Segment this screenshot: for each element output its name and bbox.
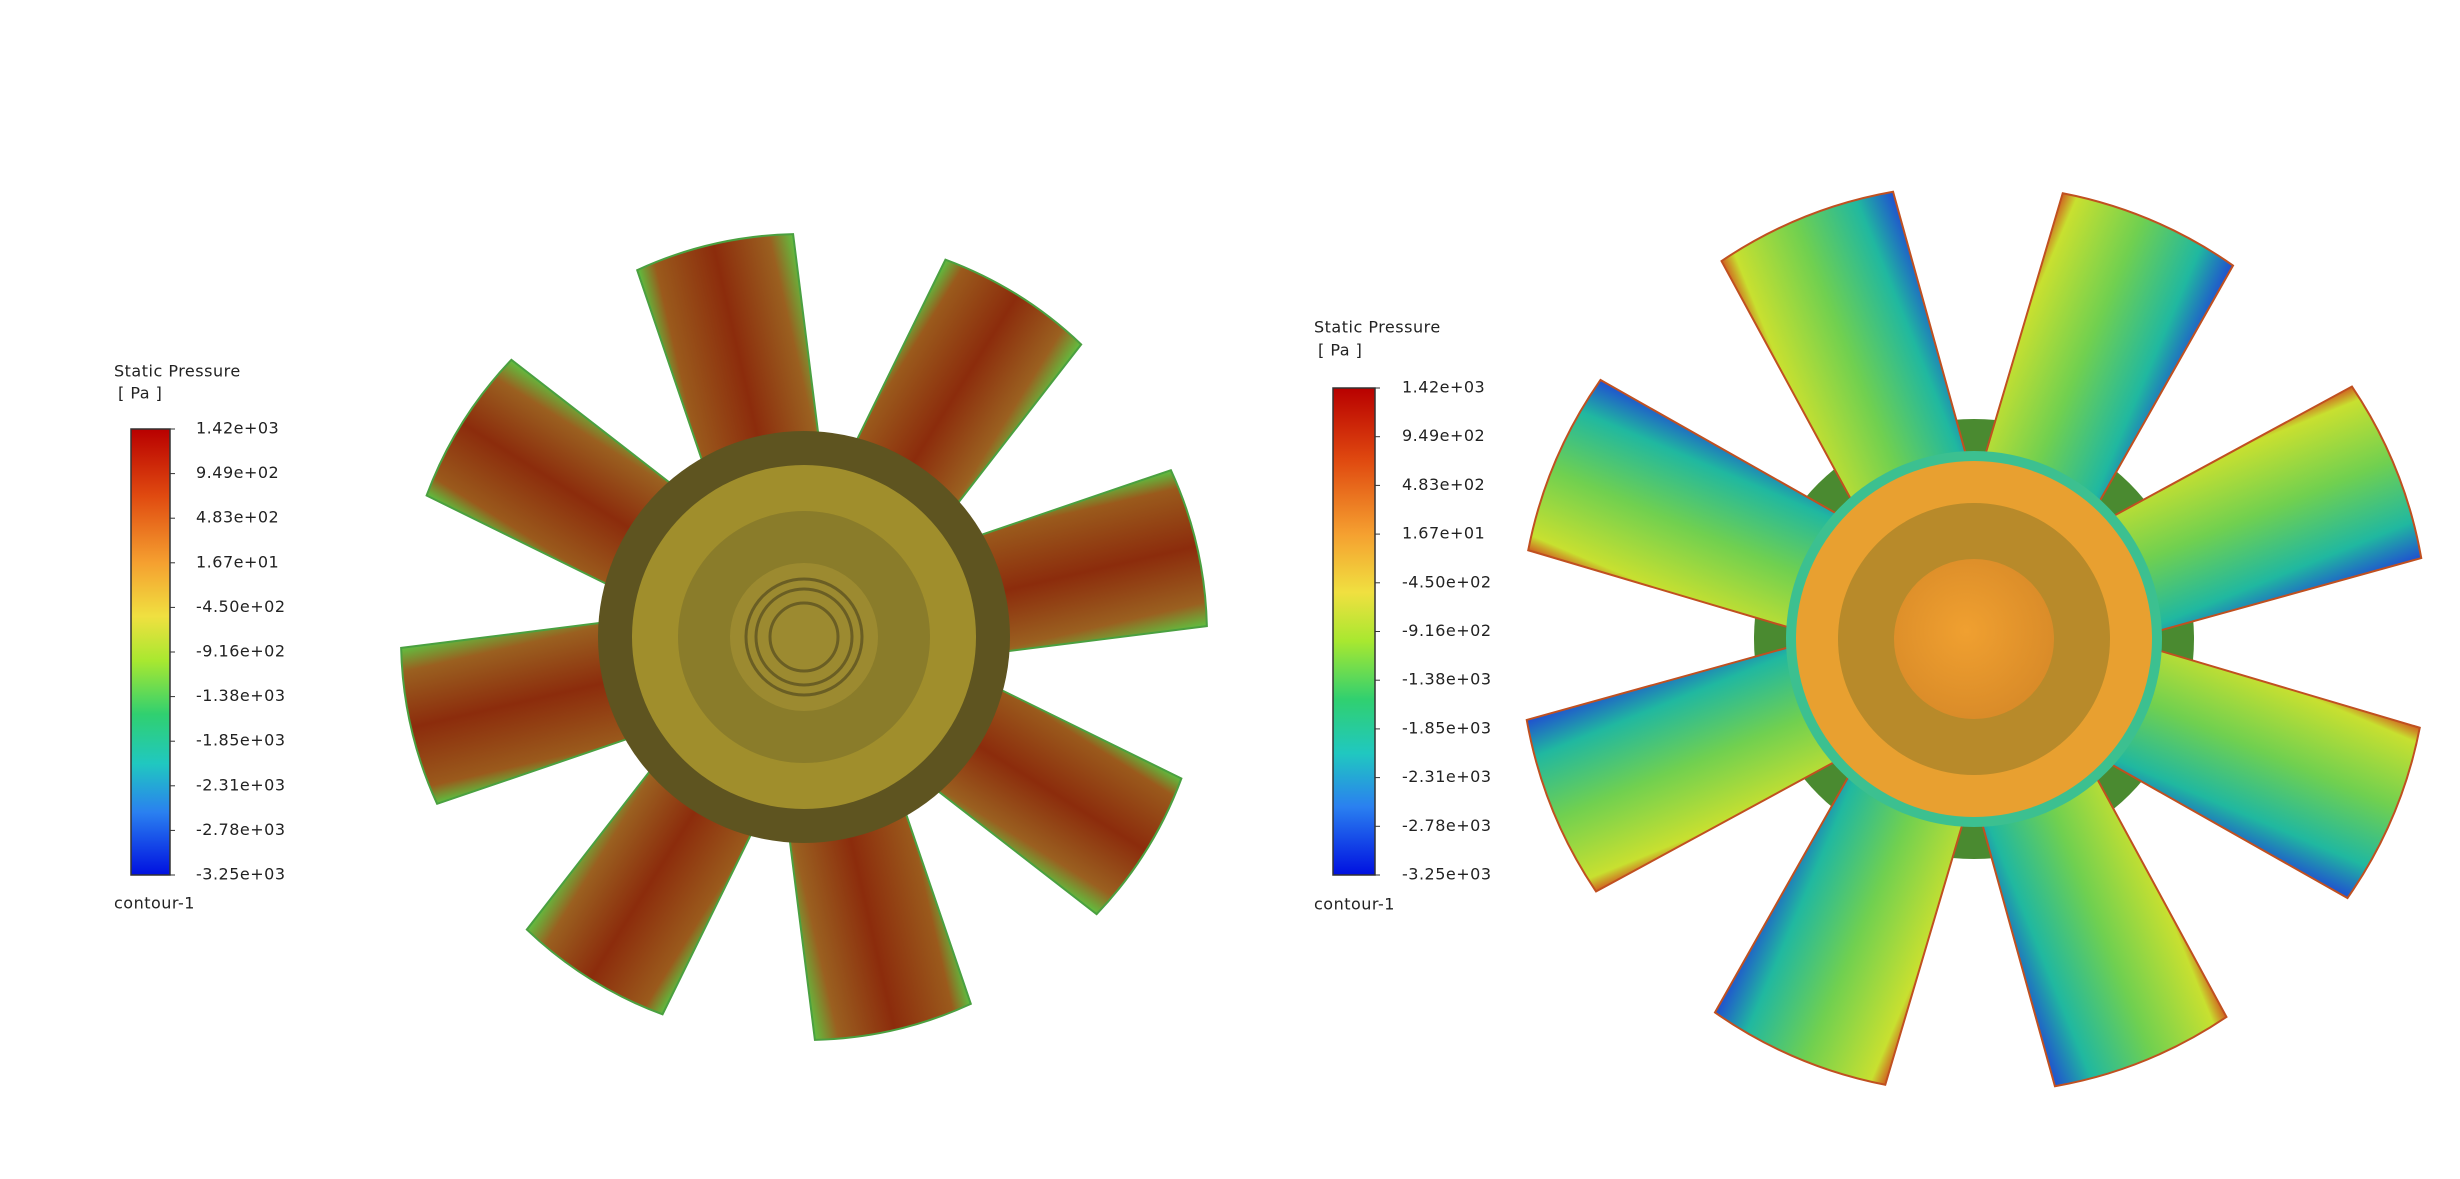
colorbar <box>1332 387 1376 876</box>
colorbar-label: 1.67e+01 <box>1402 524 1485 543</box>
legend-footer: contour-1 <box>114 894 195 913</box>
fan-hub-ring <box>754 587 854 687</box>
colorbar-label: 4.83e+02 <box>1402 475 1485 494</box>
colorbar-label: -3.25e+03 <box>1402 865 1492 884</box>
colorbar-label: 1.67e+01 <box>196 552 279 571</box>
fan-hub <box>730 563 878 711</box>
fan-blade <box>1527 378 1852 633</box>
colorbar-label: -2.31e+03 <box>196 775 286 794</box>
legend-title: Static Pressure <box>1314 318 1441 337</box>
colorbar <box>130 428 171 876</box>
colorbar-label: 4.83e+02 <box>196 508 279 527</box>
colorbar-label: 9.49e+02 <box>1402 426 1485 445</box>
colorbar-label: -3.25e+03 <box>196 865 286 884</box>
colorbar-label: -1.38e+03 <box>1402 670 1492 689</box>
colorbar-label: 1.42e+03 <box>1402 378 1485 397</box>
fan-blade <box>1977 763 2228 1088</box>
fan-blade <box>2098 385 2423 636</box>
colorbar-label: -1.38e+03 <box>196 686 286 705</box>
colorbar-label: -4.50e+02 <box>196 597 286 616</box>
colorbar-label: 9.49e+02 <box>196 463 279 482</box>
colorbar-label: -2.31e+03 <box>1402 767 1492 786</box>
colorbar-label: -9.16e+02 <box>1402 621 1492 640</box>
fan-blade <box>1525 642 1850 893</box>
fan-hub <box>1894 559 2054 719</box>
fan-hub-ring <box>768 601 840 673</box>
fan-hub-ring <box>744 577 864 697</box>
colorbar-label: -2.78e+03 <box>196 820 286 839</box>
legend-unit: [ Pa ] <box>118 384 162 403</box>
legend-footer: contour-1 <box>1314 895 1395 914</box>
fan-left <box>400 233 1208 1041</box>
legend-unit: [ Pa ] <box>1318 341 1362 360</box>
legend-title: Static Pressure <box>114 362 241 381</box>
legend: Static Pressure [ Pa ] contour-1 1.42e+0… <box>114 362 286 913</box>
colorbar-label: -1.85e+03 <box>1402 718 1492 737</box>
fan-blade <box>2096 645 2421 900</box>
legend: Static Pressure [ Pa ] contour-1 1.42e+0… <box>1314 318 1492 914</box>
colorbar-label: -9.16e+02 <box>196 642 286 661</box>
colorbar-label: -4.50e+02 <box>1402 572 1492 591</box>
fan-blade <box>1713 761 1968 1086</box>
colorbar-label: -2.78e+03 <box>1402 816 1492 835</box>
fan-right <box>1525 190 2423 1088</box>
colorbar-label: 1.42e+03 <box>196 419 279 438</box>
fan-blade <box>1980 192 2235 517</box>
colorbar-label: -1.85e+03 <box>196 731 286 750</box>
fan-blade <box>1720 190 1971 515</box>
